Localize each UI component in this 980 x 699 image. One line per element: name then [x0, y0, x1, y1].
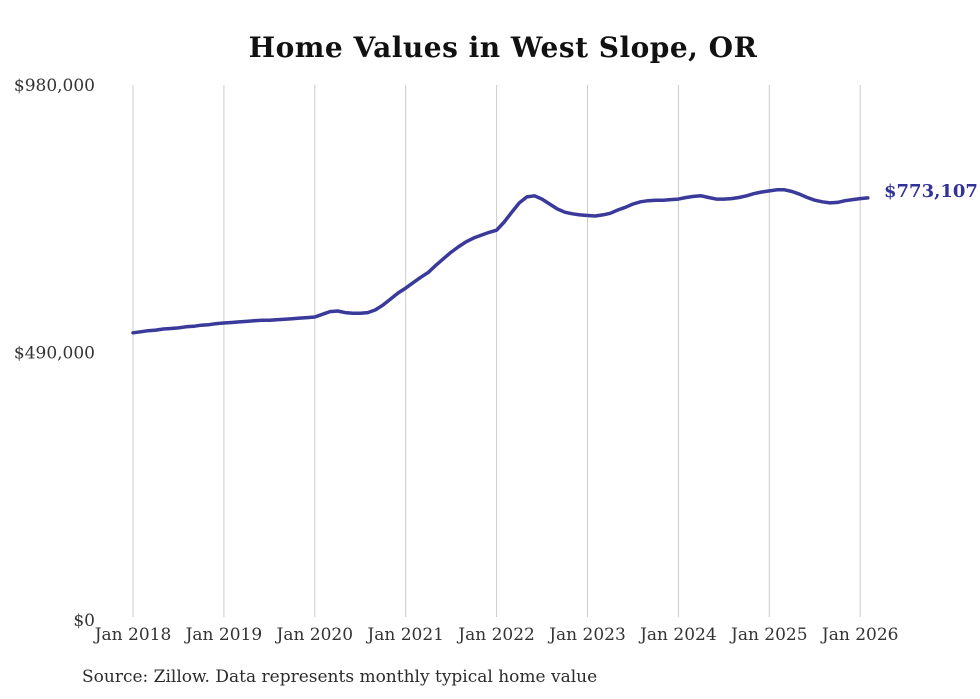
- x-axis-tick-label: Jan 2024: [638, 625, 717, 645]
- y-axis-tick-label: $490,000: [14, 344, 95, 364]
- home-value-line: [131, 188, 870, 335]
- chart-title: Home Values in West Slope, OR: [248, 31, 758, 64]
- x-axis-tick-label: Jan 2020: [275, 625, 354, 645]
- latest-value-label: $773,107: [884, 181, 978, 202]
- x-axis-tick-label: Jan 2025: [729, 625, 808, 645]
- x-axis-tick-label: Jan 2026: [820, 625, 899, 645]
- x-axis-tick-label: Jan 2019: [184, 625, 263, 645]
- x-axis-tick-label: Jan 2023: [547, 625, 626, 645]
- x-axis-tick-label: Jan 2022: [456, 625, 535, 645]
- y-axis-tick-label: $980,000: [14, 76, 95, 96]
- y-axis-tick-label: $0: [73, 611, 95, 631]
- source-note: Source: Zillow. Data represents monthly …: [82, 667, 598, 687]
- x-axis-tick-label: Jan 2021: [365, 625, 444, 645]
- x-axis-tick-label: Jan 2018: [93, 625, 172, 645]
